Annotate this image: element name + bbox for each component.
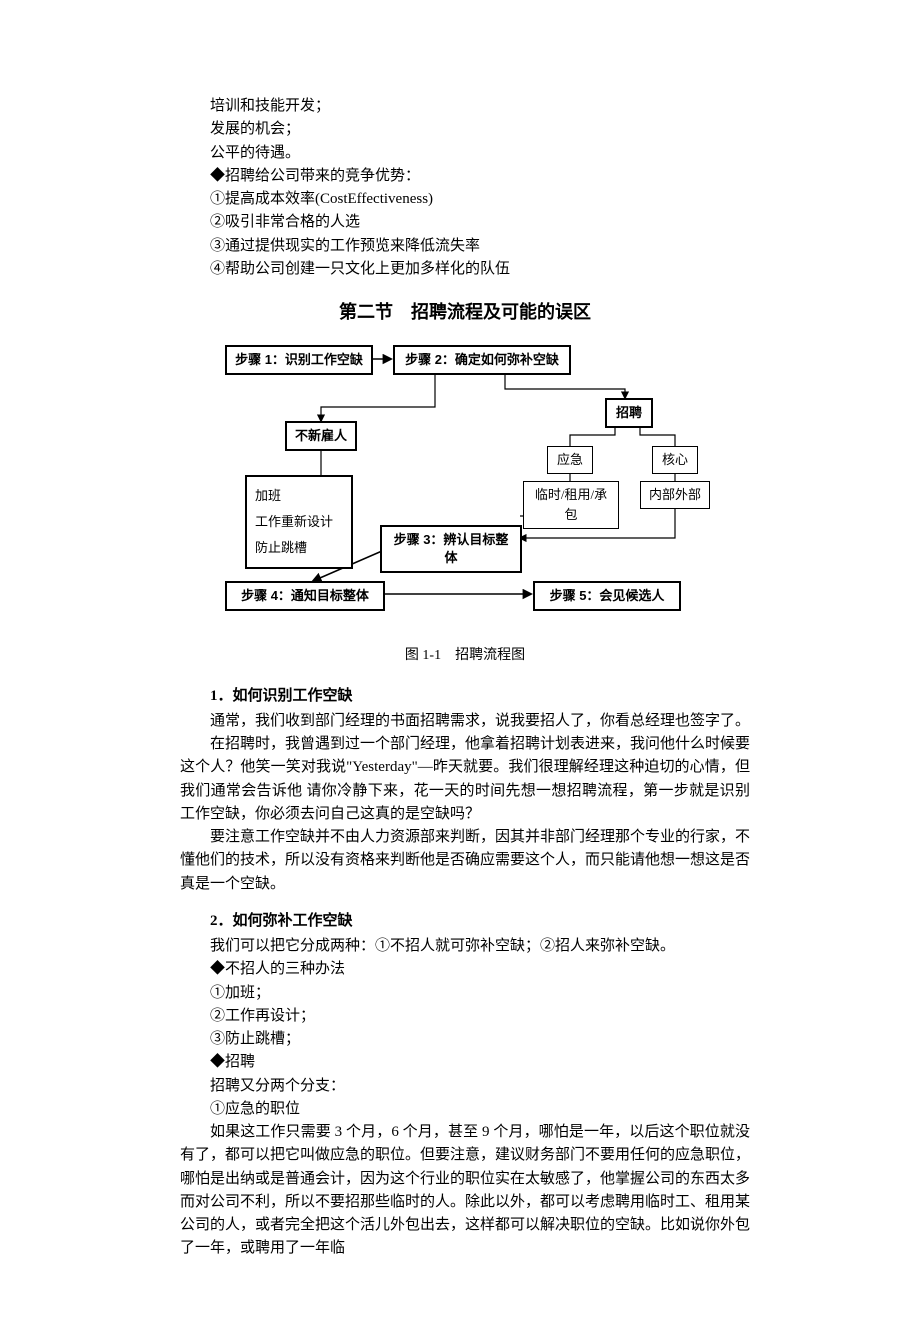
h2-line-6: 招聘又分两个分支：: [180, 1075, 750, 1098]
h1-para-1: 在招聘时，我曾遇到过一个部门经理，他拿着招聘计划表进来，我问他什么时候要这个人？…: [180, 733, 750, 826]
flow-internal-external: 内部外部: [640, 481, 710, 509]
flow-overtime-box: 加班 工作重新设计 防止跳槽: [245, 475, 353, 569]
h2-line-7: ①应急的职位: [180, 1098, 750, 1121]
flow-overtime-line-1: 工作重新设计: [255, 509, 343, 535]
flow-step4: 步骤 4：通知目标整体: [225, 581, 385, 611]
h2-line-0: 我们可以把它分成两种：①不招人就可弥补空缺；②招人来弥补空缺。: [180, 935, 750, 958]
h2-line-1: ◆不招人的三种办法: [180, 958, 750, 981]
section-2-title: 第二节 招聘流程及可能的误区: [180, 299, 750, 327]
flow-no-hire: 不新雇人: [285, 421, 357, 451]
flow-step5: 步骤 5：会见候选人: [533, 581, 681, 611]
flow-contingent: 应急: [547, 446, 593, 474]
h2-line-3: ②工作再设计；: [180, 1005, 750, 1028]
heading-2: 2．如何弥补工作空缺: [180, 910, 750, 933]
flow-step3: 步骤 3：辨认目标整体: [380, 525, 522, 573]
flow-temp: 临时/租用/承包: [523, 481, 619, 529]
top-line-4: ①提高成本效率(CostEffectiveness): [180, 188, 750, 211]
top-line-3: ◆招聘给公司带来的竞争优势：: [180, 165, 750, 188]
h2-line-2: ①加班；: [180, 982, 750, 1005]
h1-para-0: 通常，我们收到部门经理的书面招聘需求，说我要招人了，你看总经理也签字了。: [180, 710, 750, 733]
top-line-1: 发展的机会；: [180, 118, 750, 141]
flow-step2: 步骤 2：确定如何弥补空缺: [393, 345, 571, 375]
flow-core: 核心: [652, 446, 698, 474]
flow-overtime-line-0: 加班: [255, 483, 343, 509]
top-line-7: ④帮助公司创建一只文化上更加多样化的队伍: [180, 258, 750, 281]
top-line-5: ②吸引非常合格的人选: [180, 211, 750, 234]
top-line-0: 培训和技能开发；: [180, 95, 750, 118]
h1-para-2: 要注意工作空缺并不由人力资源部来判断，因其并非部门经理那个专业的行家，不懂他们的…: [180, 826, 750, 896]
flow-recruit: 招聘: [605, 398, 653, 428]
heading-1: 1．如何识别工作空缺: [180, 685, 750, 708]
h2-line-5: ◆招聘: [180, 1051, 750, 1074]
h2-final-para: 如果这工作只需要 3 个月，6 个月，甚至 9 个月，哪怕是一年，以后这个职位就…: [180, 1121, 750, 1261]
top-line-2: 公平的待遇。: [180, 142, 750, 165]
flow-overtime-line-2: 防止跳槽: [255, 535, 343, 561]
figure-caption: 图 1-1 招聘流程图: [180, 645, 750, 667]
top-line-6: ③通过提供现实的工作预览来降低流失率: [180, 235, 750, 258]
h2-line-4: ③防止跳槽；: [180, 1028, 750, 1051]
flow-step1: 步骤 1：识别工作空缺: [225, 345, 373, 375]
recruitment-flowchart: 步骤 1：识别工作空缺 步骤 2：确定如何弥补空缺 招聘 不新雇人 应急 核心 …: [185, 341, 745, 631]
